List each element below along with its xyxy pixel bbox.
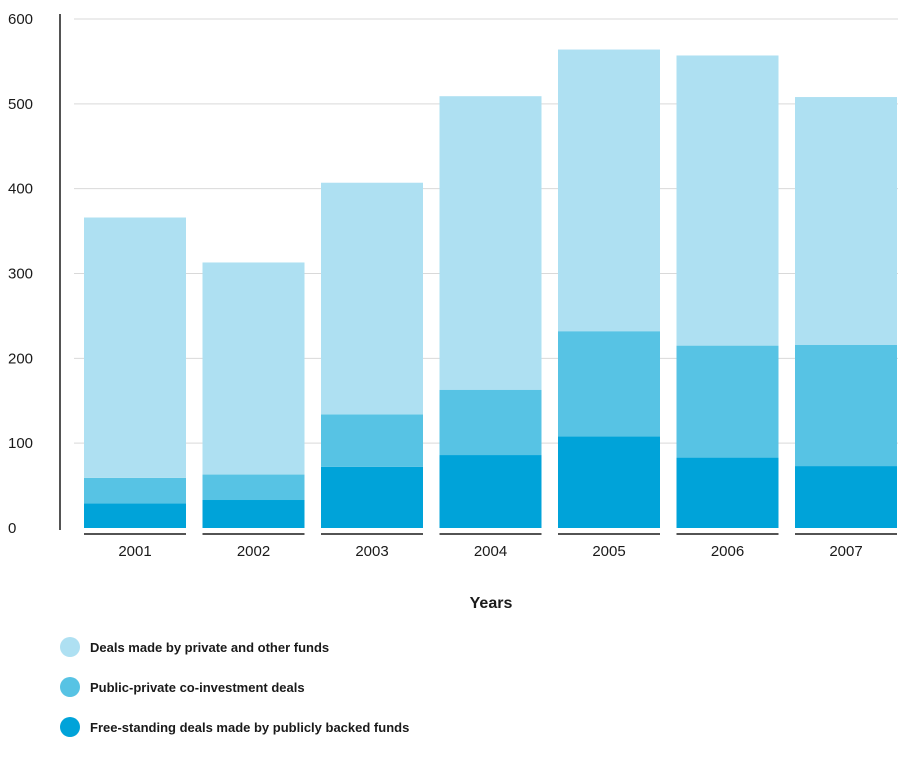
legend-item-free-standing: Free-standing deals made by publicly bac… — [60, 717, 409, 737]
bar-segment-2005-series-2 — [558, 49, 660, 332]
bar-segment-2002-series-1 — [202, 474, 305, 501]
bar-segment-2002-series-0 — [202, 500, 305, 528]
bar-segment-2004-series-1 — [439, 389, 542, 456]
bar-segment-2003-series-1 — [321, 414, 423, 467]
x-tick-label: 2002 — [237, 543, 270, 560]
x-tick-label: 2001 — [118, 543, 151, 560]
x-axis-category-labels: 2001 2002 2003 2004 2005 2006 2007 — [84, 533, 897, 560]
bar-segment-2006-series-1 — [676, 345, 779, 458]
x-axis-label: Years — [470, 595, 513, 612]
y-tick-label: 300 — [8, 266, 33, 283]
bar-segment-2007-series-2 — [795, 97, 897, 345]
y-tick-label: 400 — [8, 181, 33, 198]
legend-item-private-funds: Deals made by private and other funds — [60, 637, 409, 657]
stacked-bar-chart: 0 100 200 300 400 500 600 2001 2002 2003 2004 2005… — [8, 11, 898, 612]
x-tick-label: 2004 — [474, 543, 507, 560]
legend-swatch — [60, 637, 80, 657]
bar-segment-2001-series-0 — [84, 503, 186, 528]
x-tick-label: 2006 — [711, 543, 744, 560]
x-tick-label: 2007 — [829, 543, 862, 560]
bar-segment-2007-series-0 — [795, 466, 897, 528]
y-tick-label: 0 — [8, 520, 16, 537]
y-tick-label: 500 — [8, 96, 33, 113]
bar-segment-2007-series-1 — [795, 344, 897, 467]
legend-item-co-investment: Public-private co-investment deals — [60, 677, 409, 697]
bar-segment-2003-series-2 — [321, 182, 423, 415]
bars — [84, 49, 897, 528]
bar-segment-2004-series-0 — [439, 455, 542, 528]
y-tick-label: 200 — [8, 350, 33, 367]
y-tick-label: 100 — [8, 435, 33, 452]
x-tick-label: 2005 — [592, 543, 625, 560]
legend: Deals made by private and other funds Pu… — [60, 637, 409, 757]
y-axis-tick-labels: 0 100 200 300 400 500 600 — [8, 11, 33, 537]
bar-segment-2005-series-1 — [558, 331, 660, 437]
bar-segment-2004-series-2 — [439, 96, 542, 390]
legend-label: Deals made by private and other funds — [90, 639, 330, 655]
bar-segment-2006-series-0 — [676, 457, 779, 528]
legend-label: Free-standing deals made by publicly bac… — [90, 719, 410, 735]
bar-segment-2006-series-2 — [676, 55, 779, 346]
bar-segment-2003-series-0 — [321, 466, 423, 528]
bar-segment-2002-series-2 — [202, 262, 305, 475]
legend-swatch — [60, 717, 80, 737]
y-tick-label: 600 — [8, 11, 33, 28]
legend-swatch — [60, 677, 80, 697]
legend-label: Public-private co-investment deals — [90, 679, 305, 695]
bar-segment-2001-series-2 — [84, 217, 186, 478]
bar-segment-2001-series-1 — [84, 477, 186, 504]
x-tick-label: 2003 — [355, 543, 388, 560]
bar-segment-2005-series-0 — [558, 436, 660, 528]
